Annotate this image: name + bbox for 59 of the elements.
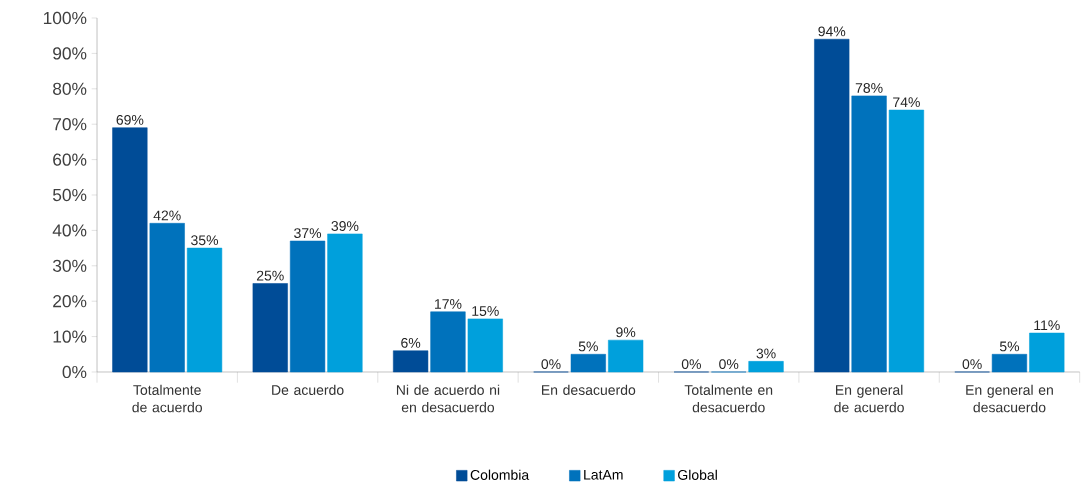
data-label: 0%: [719, 359, 739, 370]
y-tick-label: 10%: [53, 330, 87, 343]
x-tick-label: En general en desacuerdo: [966, 384, 1053, 413]
x-tick-label: En general de acuerdo: [834, 384, 904, 413]
legend-label: Colombia: [470, 469, 530, 480]
y-tick-label: 80%: [53, 82, 87, 95]
bar: [112, 127, 148, 373]
x-tick-label: En desacuerdo: [542, 384, 636, 395]
y-tick-label: 20%: [53, 295, 87, 308]
x-tick-label: Totalmente en desacuerdo: [684, 384, 773, 413]
y-tick-label: 100%: [43, 11, 87, 25]
y-tick-label: 30%: [52, 259, 87, 272]
data-label: 3%: [756, 348, 776, 359]
bar: [748, 361, 784, 373]
data-label: 5%: [578, 341, 598, 352]
bar: [991, 354, 1028, 373]
y-tick-label: 90%: [53, 47, 87, 60]
data-label: 94%: [818, 26, 846, 37]
bar: [467, 318, 503, 373]
data-label: 35%: [191, 235, 219, 246]
data-label: 39%: [331, 221, 359, 232]
x-tick-label: De acuerdo: [272, 384, 344, 395]
data-label: 9%: [616, 327, 636, 338]
x-tick-label: Totalmente de acuerdo: [132, 384, 203, 413]
data-label: 0%: [681, 359, 701, 370]
data-label: 11%: [1034, 320, 1060, 331]
x-tick-label: Ni de acuerdo ni en desacuerdo: [396, 384, 500, 413]
data-label: 69%: [116, 114, 144, 125]
bar: [327, 233, 363, 373]
data-label: 78%: [855, 83, 883, 93]
bar: [289, 240, 326, 373]
bar: [888, 109, 925, 373]
y-tick-label: 0%: [62, 365, 87, 379]
bar: [186, 247, 223, 373]
bar: [393, 350, 429, 373]
data-label: 0%: [541, 359, 561, 370]
y-tick-label: 60%: [53, 153, 87, 166]
bar: [851, 95, 887, 373]
data-label: 42%: [153, 210, 181, 221]
y-tick-label: 40%: [52, 224, 87, 237]
bar: [570, 354, 606, 373]
bar: [814, 38, 850, 373]
data-label: 0%: [962, 359, 982, 370]
legend-label: LatAm: [584, 469, 623, 480]
bar: [608, 339, 644, 373]
bar: [430, 311, 466, 373]
data-label: 6%: [401, 337, 421, 348]
bar: [1029, 332, 1065, 373]
data-label: 25%: [256, 270, 284, 281]
data-label: 37%: [294, 228, 322, 239]
bar: [149, 223, 185, 373]
y-tick-label: 70%: [53, 118, 87, 131]
legend-label: Global: [678, 469, 717, 480]
y-tick-label: 50%: [52, 188, 87, 202]
bar: [252, 283, 288, 373]
data-label: 74%: [893, 97, 920, 108]
data-label: 15%: [472, 306, 499, 316]
data-label: 5%: [999, 341, 1020, 352]
data-label: 17%: [435, 299, 462, 309]
